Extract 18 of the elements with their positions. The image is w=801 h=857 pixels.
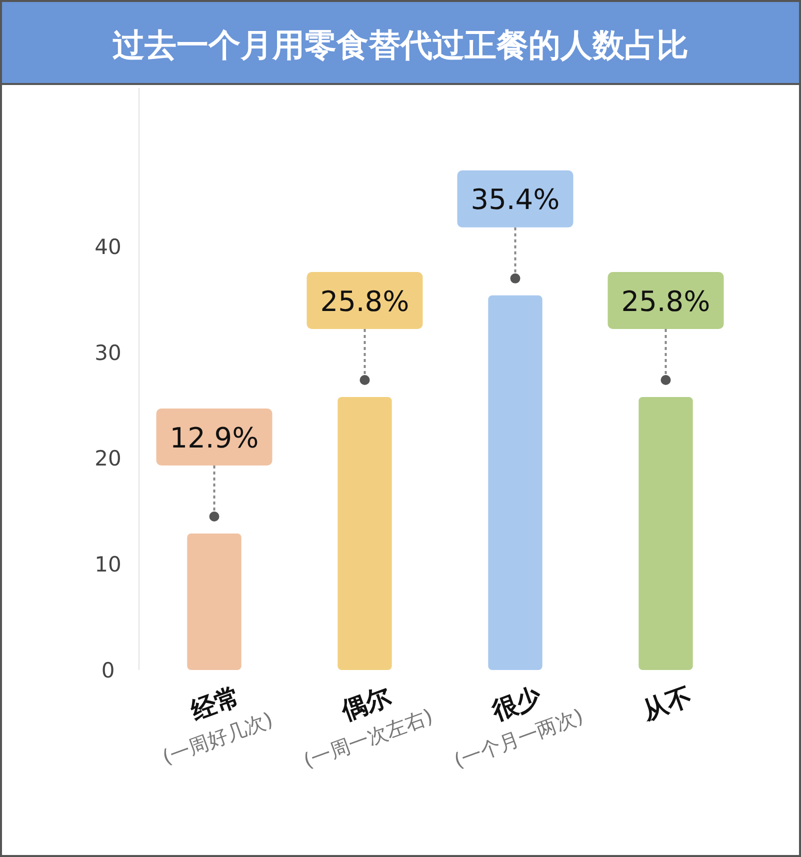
data-label: 25.8% (320, 284, 410, 318)
chart-title: 过去一个月用零食替代过正餐的人数占比 (112, 26, 688, 64)
y-tick-label: 30 (94, 340, 122, 365)
x-tick-label: 很少 (一个月一两次) (450, 680, 586, 773)
bar (488, 295, 542, 670)
x-tick-label: 偶尔 (一周一次左右) (300, 680, 436, 773)
x-tick-label: 经常 (一周好几次) (159, 681, 276, 770)
y-tick-label: 20 (94, 446, 122, 471)
data-label: 35.4% (470, 183, 560, 216)
bar (638, 396, 693, 670)
data-label: 12.9% (170, 421, 259, 454)
bar (338, 396, 392, 670)
data-label: 25.8% (621, 284, 710, 318)
y-tick-label: 0 (101, 658, 115, 682)
bar (187, 533, 242, 670)
y-tick-label: 40 (94, 235, 122, 260)
x-tick-label: 从不 (638, 681, 696, 726)
y-tick-label: 10 (94, 552, 122, 577)
